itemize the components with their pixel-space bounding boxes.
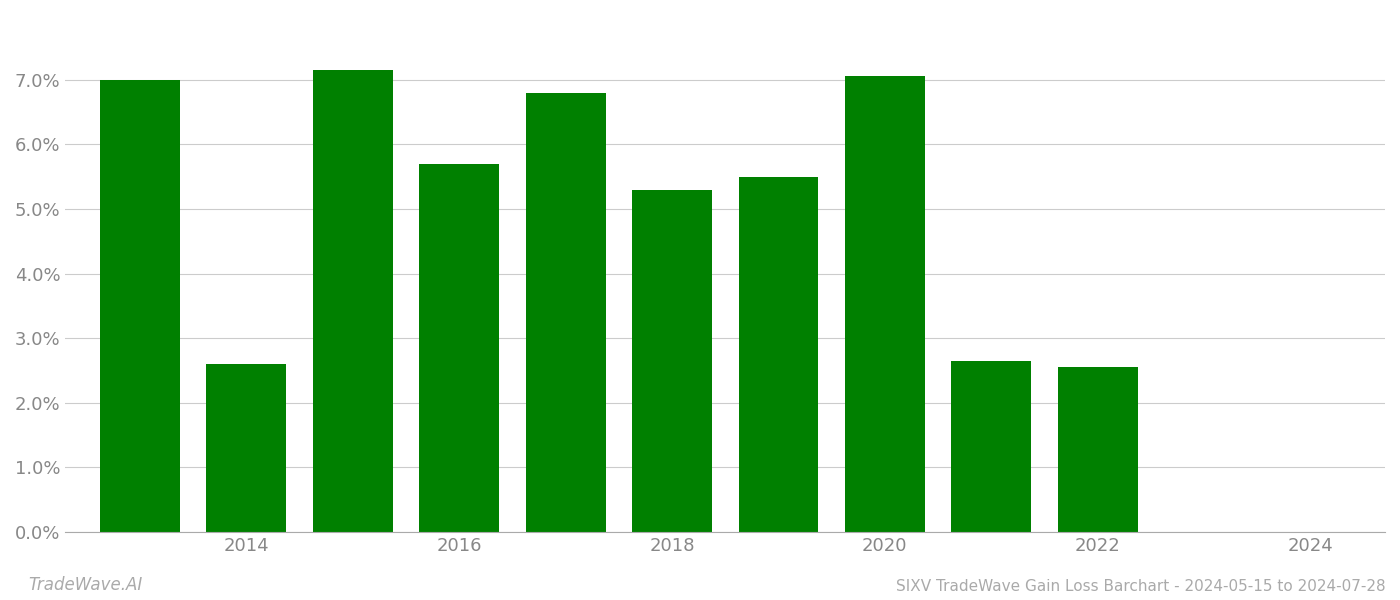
Bar — [312, 70, 393, 532]
Bar — [846, 76, 925, 532]
Bar — [739, 176, 819, 532]
Bar — [420, 164, 500, 532]
Text: TradeWave.AI: TradeWave.AI — [28, 576, 143, 594]
Bar — [952, 361, 1032, 532]
Bar — [99, 80, 179, 532]
Bar — [206, 364, 286, 532]
Text: SIXV TradeWave Gain Loss Barchart - 2024-05-15 to 2024-07-28: SIXV TradeWave Gain Loss Barchart - 2024… — [896, 579, 1386, 594]
Bar — [1058, 367, 1138, 532]
Bar — [633, 190, 713, 532]
Bar — [526, 92, 606, 532]
